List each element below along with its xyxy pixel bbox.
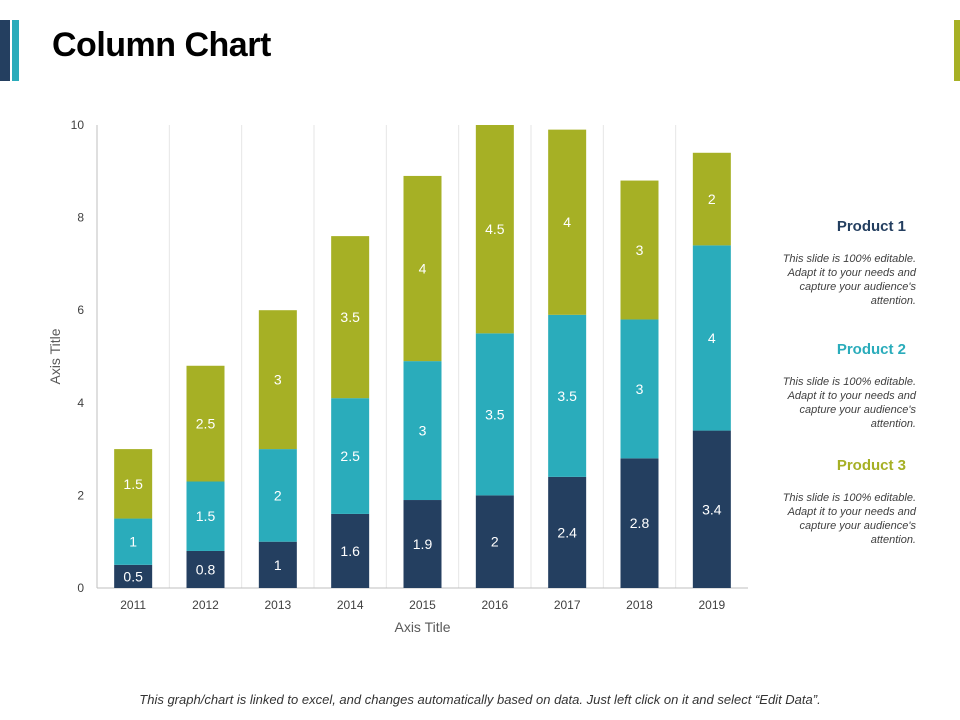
data-label: 3.4: [702, 501, 722, 517]
bar-segment: [331, 398, 370, 514]
bar-segment: [403, 500, 442, 588]
legend-text: This slide is 100% editable. Adapt it to…: [782, 253, 916, 307]
bar-segment: [548, 314, 587, 477]
y-tick-label: 8: [77, 211, 84, 225]
legend-text: This slide is 100% editable. Adapt it to…: [782, 492, 916, 546]
bar-segment: [114, 564, 153, 588]
bar-segment: [258, 541, 297, 588]
data-label: 1.6: [340, 543, 360, 559]
x-tick-label: 2019: [698, 598, 725, 612]
data-label: 1: [129, 534, 137, 550]
data-label: 2: [274, 487, 282, 503]
bar-segment: [620, 180, 659, 320]
legend-text: This slide is 100% editable. Adapt it to…: [782, 376, 916, 430]
bar-segment: [258, 310, 297, 450]
x-tick-label: 2016: [481, 598, 508, 612]
data-label: 3: [419, 423, 427, 439]
accent-bar-teal: [12, 20, 19, 81]
bar-segment: [114, 518, 153, 565]
data-label: 1.5: [123, 476, 143, 492]
bar-segment: [548, 476, 587, 588]
data-label: 3: [636, 381, 644, 397]
data-label: 3: [636, 242, 644, 258]
x-tick-label: 2012: [192, 598, 219, 612]
bar-segment: [475, 125, 514, 334]
bar-segment: [620, 319, 659, 459]
data-label: 4: [419, 261, 427, 277]
bar-segment: [475, 495, 514, 588]
bar-segment: [620, 458, 659, 588]
bar-segment: [186, 481, 225, 551]
bar-segment: [186, 365, 225, 482]
data-label: 0.5: [123, 568, 143, 584]
accent-bar-navy: [0, 20, 10, 81]
bar-segment: [475, 333, 514, 496]
data-label: 2.5: [196, 416, 216, 432]
data-label: 1.5: [196, 508, 216, 524]
bar-segment: [692, 430, 731, 588]
data-label: 2.8: [630, 515, 650, 531]
data-label: 3.5: [340, 309, 360, 325]
y-tick-label: 4: [77, 396, 84, 410]
y-tick-label: 0: [77, 581, 84, 595]
y-tick-label: 2: [77, 488, 84, 502]
x-tick-label: 2015: [409, 598, 436, 612]
bar-segment: [331, 236, 370, 399]
legend-product-2: Product 2 This slide is 100% editable. A…: [756, 341, 916, 431]
y-tick-label: 10: [71, 118, 85, 132]
legend-product-1: Product 1 This slide is 100% editable. A…: [756, 218, 916, 308]
legend-label: Product 1: [836, 218, 906, 235]
page-title: Column Chart: [52, 26, 271, 64]
data-label: 1.9: [413, 536, 433, 552]
bar-segment: [403, 175, 442, 362]
bar-segment: [692, 245, 731, 431]
bar-segment: [258, 449, 297, 542]
data-label: 4.5: [485, 221, 505, 237]
data-label: 2: [491, 534, 499, 550]
data-label: 3.5: [557, 388, 577, 404]
x-tick-label: 2017: [554, 598, 581, 612]
bar-segment: [114, 449, 153, 519]
bar-segment: [548, 129, 587, 315]
bar-segment: [692, 152, 731, 246]
data-label: 0.8: [196, 561, 216, 577]
data-label: 1: [274, 557, 282, 573]
y-tick-label: 6: [77, 303, 84, 317]
bar-segment: [186, 550, 225, 588]
x-tick-label: 2011: [120, 598, 146, 612]
bar-segment: [331, 513, 370, 588]
data-label: 2.5: [340, 448, 360, 464]
bar-segment: [403, 361, 442, 501]
x-tick-label: 2013: [264, 598, 291, 612]
legend-product-3: Product 3 This slide is 100% editable. A…: [756, 457, 916, 547]
legend-label: Product 2: [836, 341, 906, 358]
data-label: 2: [708, 191, 716, 207]
data-label: 2.4: [557, 524, 577, 540]
x-tick-label: 2018: [626, 598, 653, 612]
legend-label: Product 3: [836, 457, 906, 474]
accent-bar-olive: [954, 20, 960, 81]
footer-note: This graph/chart is linked to excel, and…: [139, 692, 821, 707]
x-axis-title: Axis Title: [394, 619, 450, 635]
data-label: 3.5: [485, 406, 505, 422]
data-label: 4: [563, 214, 571, 230]
x-tick-label: 2014: [337, 598, 364, 612]
y-axis-title: Axis Title: [47, 328, 63, 384]
data-label: 3: [274, 372, 282, 388]
data-label: 4: [708, 330, 716, 346]
